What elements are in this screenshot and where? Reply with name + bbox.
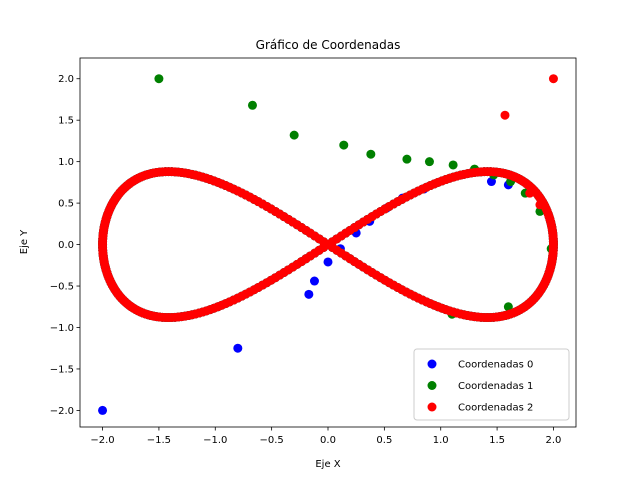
y-tick-label: −1.0 [50,323,74,334]
series-1-point [503,302,513,312]
y-axis: −2.0 −1.5 −1.0 −0.5 0.0 0.5 1.0 1.5 2.0 [50,74,80,417]
y-tick-label: 1.5 [58,116,74,127]
legend-marker [427,359,437,369]
series-2-point [535,200,545,210]
series-2-point [525,188,535,198]
series-1-point [424,157,434,167]
series-2-point [548,74,558,84]
series-1-point [154,74,164,84]
series-0-point [233,343,243,353]
series-0-point [304,289,314,299]
y-tick-label: 1.0 [58,157,74,168]
x-tick-label: −0.5 [259,435,283,446]
series-2-point [509,172,519,182]
x-tick-label: −1.0 [203,435,227,446]
x-axis-label: Eje X [315,459,340,470]
series-0-point [309,276,319,286]
x-tick-label: −2.0 [90,435,114,446]
x-tick-label: 2.0 [546,435,562,446]
chart-title: Gráfico de Coordenadas [256,38,401,52]
legend-marker [427,381,437,390]
legend-box [413,348,570,421]
legend-marker [427,402,437,412]
x-tick-label: 1.5 [489,435,505,446]
y-axis-label: Eje Y [19,229,30,254]
y-tick-label: 2.0 [58,74,74,85]
series-1-point [402,154,412,164]
series-1-point [247,100,257,110]
y-tick-label: 0.0 [58,240,74,251]
y-tick-label: −2.0 [50,406,74,417]
x-axis: −2.0 −1.5 −1.0 −0.5 0.0 0.5 1.0 1.5 2.0 [90,427,561,446]
plot-area [98,74,558,415]
y-tick-label: −0.5 [50,282,74,293]
legend: Coordenadas 0 Coordenadas 1 Coordenadas 2 [413,348,570,421]
series-2-point [500,110,510,120]
series-2 [98,74,558,323]
x-tick-label: 0.5 [376,435,392,446]
y-tick-label: 0.5 [58,199,74,210]
series-1-point [289,130,299,140]
legend-label: Coordenadas 2 [458,403,533,414]
x-tick-label: 0.0 [320,435,336,446]
y-tick-label: −1.5 [50,364,74,375]
x-tick-label: −1.5 [147,435,171,446]
series-1-point [339,140,349,150]
x-tick-label: 1.0 [433,435,449,446]
legend-label: Coordenadas 0 [458,360,533,371]
legend-label: Coordenadas 1 [458,381,533,392]
series-1-point [448,160,458,170]
series-2-point [548,242,558,252]
series-0-point [323,257,333,267]
series-0-point [98,405,108,415]
series-1-point [366,149,376,159]
